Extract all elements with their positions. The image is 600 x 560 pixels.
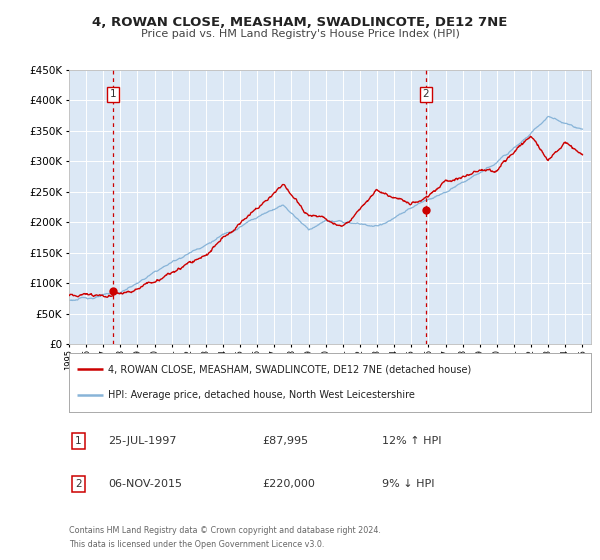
Text: This data is licensed under the Open Government Licence v3.0.: This data is licensed under the Open Gov… xyxy=(69,540,325,549)
Text: 2: 2 xyxy=(422,90,429,99)
Text: HPI: Average price, detached house, North West Leicestershire: HPI: Average price, detached house, Nort… xyxy=(108,390,415,400)
Text: 06-NOV-2015: 06-NOV-2015 xyxy=(108,479,182,489)
Text: 9% ↓ HPI: 9% ↓ HPI xyxy=(382,479,434,489)
Text: Contains HM Land Registry data © Crown copyright and database right 2024.: Contains HM Land Registry data © Crown c… xyxy=(69,526,381,535)
Text: 1: 1 xyxy=(110,90,116,99)
Text: 4, ROWAN CLOSE, MEASHAM, SWADLINCOTE, DE12 7NE: 4, ROWAN CLOSE, MEASHAM, SWADLINCOTE, DE… xyxy=(92,16,508,29)
Text: 25-JUL-1997: 25-JUL-1997 xyxy=(108,436,176,446)
Text: £87,995: £87,995 xyxy=(262,436,308,446)
Text: 4, ROWAN CLOSE, MEASHAM, SWADLINCOTE, DE12 7NE (detached house): 4, ROWAN CLOSE, MEASHAM, SWADLINCOTE, DE… xyxy=(108,364,472,374)
Text: 1: 1 xyxy=(75,436,82,446)
Text: Price paid vs. HM Land Registry's House Price Index (HPI): Price paid vs. HM Land Registry's House … xyxy=(140,29,460,39)
Text: 2: 2 xyxy=(75,479,82,489)
Text: 12% ↑ HPI: 12% ↑ HPI xyxy=(382,436,442,446)
Text: £220,000: £220,000 xyxy=(262,479,315,489)
